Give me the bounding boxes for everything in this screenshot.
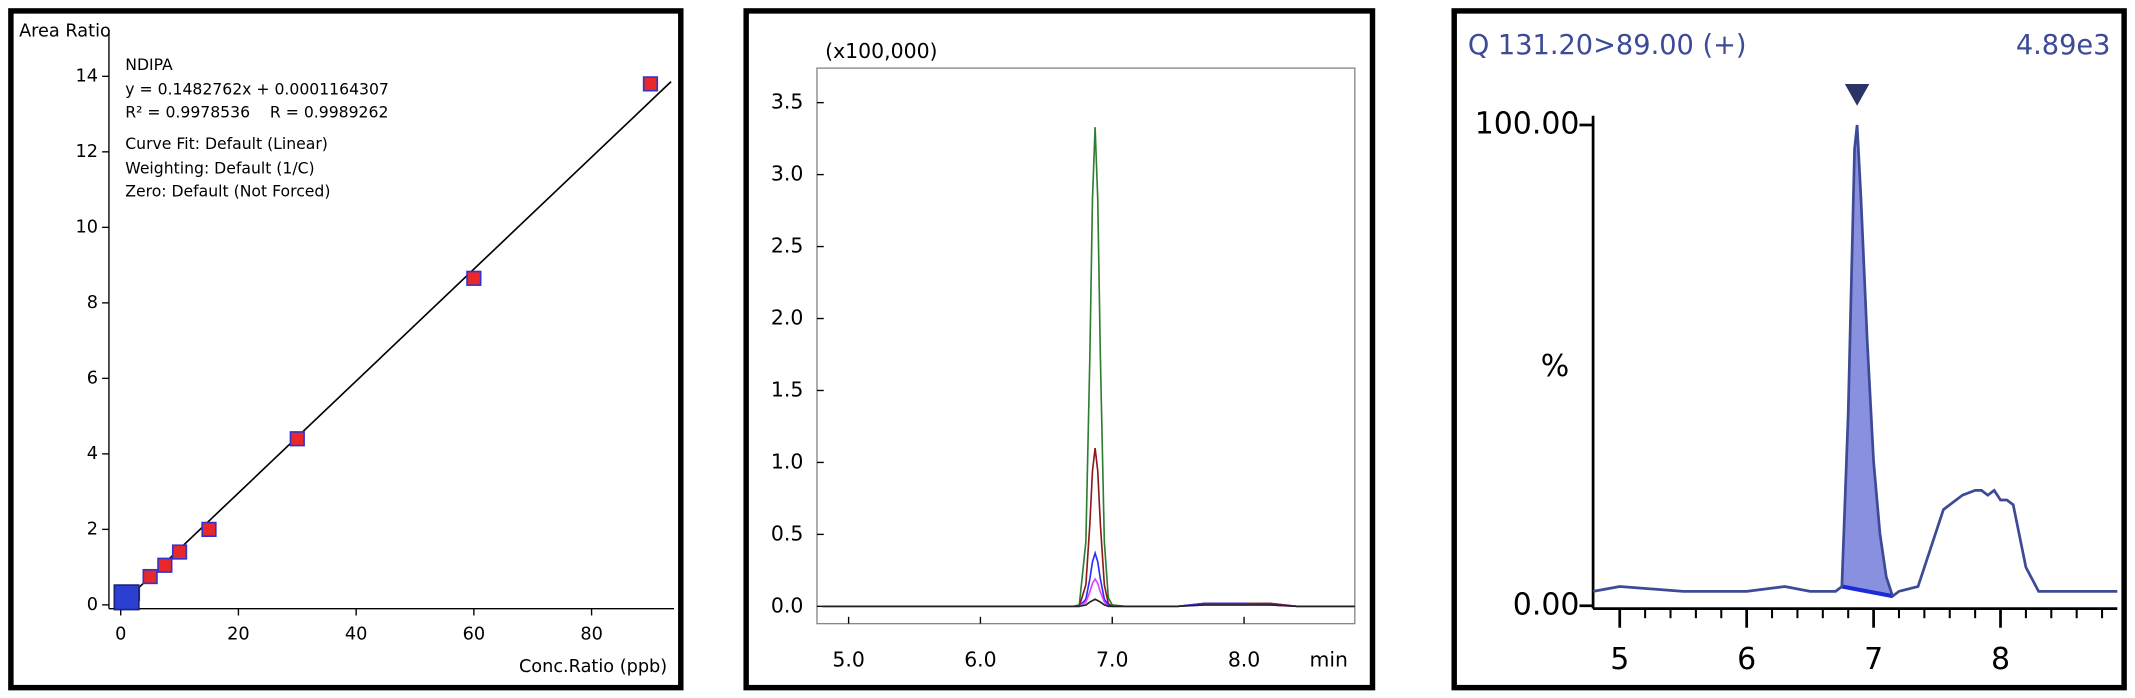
panel-frame bbox=[1451, 8, 2127, 691]
y-tick-label: 2 bbox=[87, 519, 98, 539]
x-tick-label: 7.0 bbox=[1096, 647, 1128, 671]
y-tick-label: 14 bbox=[76, 66, 99, 86]
point bbox=[289, 431, 305, 447]
panel-frame bbox=[8, 8, 684, 691]
y-axis-label: % bbox=[1541, 349, 1569, 384]
x-axis-label: min bbox=[1310, 647, 1348, 671]
point bbox=[113, 584, 140, 611]
y-tick-label: 10 bbox=[76, 217, 99, 237]
x-tick-label: 6 bbox=[1737, 642, 1756, 677]
annotation: Zero: Default (Not Forced) bbox=[125, 182, 330, 201]
y-tick-label: 0 bbox=[87, 595, 98, 615]
y-tick-label: 2.0 bbox=[771, 306, 803, 330]
y-tick-label: 4 bbox=[87, 444, 98, 464]
x-tick-label: 60 bbox=[463, 625, 486, 645]
y-tick-label: 100.00 bbox=[1475, 106, 1580, 141]
peak-marker bbox=[1844, 83, 1870, 106]
x-tick-label: 20 bbox=[227, 625, 250, 645]
y-tick-label: 8 bbox=[87, 293, 98, 313]
y-axis-label: Area Ratio bbox=[19, 21, 111, 41]
y-tick-label: 12 bbox=[76, 142, 99, 162]
x-tick-label: 8 bbox=[1991, 642, 2010, 677]
trace bbox=[1592, 124, 2118, 599]
point bbox=[171, 544, 188, 560]
plot-frame bbox=[816, 67, 1356, 625]
x-tick-label: 7 bbox=[1864, 642, 1883, 677]
panel-frame bbox=[743, 8, 1376, 691]
annotation: 4.89e3 bbox=[2016, 30, 2111, 61]
annotation: y = 0.1482762x + 0.0001164307 bbox=[125, 79, 389, 98]
x-tick-label: 5.0 bbox=[832, 647, 864, 671]
trace bbox=[822, 550, 1355, 608]
y-tick-label: 0.5 bbox=[771, 521, 803, 545]
y-tick-label: 0.0 bbox=[771, 593, 803, 617]
annotation: Weighting: Default (1/C) bbox=[125, 158, 314, 177]
trace bbox=[822, 598, 1355, 608]
chart-title: Q 131.20>89.00 (+) bbox=[1468, 30, 1747, 61]
y-tick-label: 6 bbox=[87, 368, 98, 388]
x-tick-label: 0 bbox=[115, 625, 126, 645]
integration-baseline bbox=[1841, 584, 1894, 599]
x-tick-label: 5 bbox=[1610, 642, 1629, 677]
fit-line bbox=[120, 81, 672, 606]
y-axis-label: (x100,000) bbox=[825, 39, 937, 63]
x-axis-label: Conc.Ratio (ppb) bbox=[519, 657, 667, 677]
y-tick-label: 0.00 bbox=[1513, 587, 1580, 622]
point bbox=[466, 270, 482, 286]
y-tick-label: 1.0 bbox=[771, 449, 803, 473]
y-tick-label: 3.0 bbox=[771, 162, 803, 186]
x-tick-label: 80 bbox=[580, 625, 603, 645]
annotation: R² = 0.9978536 R = 0.9989262 bbox=[125, 103, 388, 122]
annotation: Curve Fit: Default (Linear) bbox=[125, 134, 328, 153]
y-tick-label: 1.5 bbox=[771, 377, 803, 401]
point bbox=[201, 521, 217, 538]
x-tick-label: 8.0 bbox=[1228, 647, 1260, 671]
x-tick-label: 40 bbox=[345, 625, 368, 645]
y-tick-label: 2.5 bbox=[771, 234, 803, 258]
point bbox=[157, 557, 173, 573]
x-tick-label: 6.0 bbox=[964, 647, 996, 671]
point bbox=[142, 568, 158, 585]
point bbox=[642, 76, 659, 92]
annotation: NDIPA bbox=[125, 55, 173, 74]
y-tick-label: 3.5 bbox=[771, 90, 803, 114]
